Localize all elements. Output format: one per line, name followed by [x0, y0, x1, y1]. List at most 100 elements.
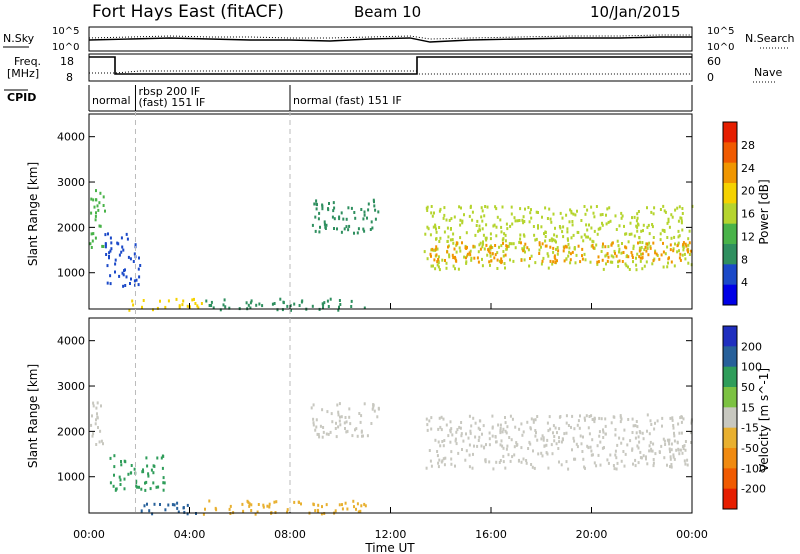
- power-panel: 1000 2000 3000 4000 Slant Range [km] 4 8 12 16…: [26, 113, 771, 312]
- scatter-cell: [453, 247, 456, 251]
- scatter-cell: [465, 432, 467, 436]
- scatter-cell: [679, 448, 682, 452]
- scatter-cell: [659, 208, 662, 211]
- scatter-cell: [648, 432, 651, 436]
- scatter-cell: [540, 245, 542, 249]
- scatter-cell: [666, 236, 669, 239]
- nave-tick-top: 60: [707, 55, 721, 68]
- scatter-cell: [441, 258, 444, 262]
- scatter-cell: [242, 509, 245, 513]
- scatter-cell: [501, 430, 504, 434]
- scatter-cell: [553, 439, 556, 443]
- scatter-cell: [319, 424, 322, 428]
- velocity-ylabel: Slant Range [km]: [26, 364, 40, 468]
- scatter-cell: [639, 256, 642, 260]
- scatter-cell: [156, 306, 159, 310]
- scatter-cell: [250, 299, 253, 303]
- scatter-cell: [502, 250, 505, 253]
- scatter-cell: [498, 245, 500, 249]
- scatter-cell: [110, 241, 113, 245]
- scatter-cell: [337, 425, 340, 429]
- scatter-cell: [137, 283, 140, 287]
- scatter-cell: [661, 416, 664, 420]
- scatter-cell: [476, 219, 479, 223]
- power-regions: [89, 189, 694, 312]
- scatter-cell: [690, 421, 693, 425]
- scatter-cell: [494, 253, 497, 257]
- scatter-cell: [633, 234, 636, 238]
- scatter-cell: [439, 425, 442, 429]
- scatter-cell: [646, 246, 649, 250]
- scatter-cell: [627, 255, 630, 259]
- scatter-cell: [565, 245, 568, 249]
- scatter-cell: [477, 426, 480, 430]
- cpid-guides: [134, 111, 291, 513]
- power-yticks: 1000 2000 3000 4000: [57, 131, 692, 280]
- scatter-cell: [440, 460, 443, 464]
- scatter-cell: [514, 219, 517, 223]
- scatter-cell: [155, 485, 158, 489]
- scatter-cell: [574, 213, 577, 217]
- station-title: Fort Hays East (fitACF): [92, 2, 284, 22]
- scatter-cell: [571, 220, 574, 223]
- scatter-cell: [670, 236, 673, 240]
- scatter-cell: [325, 503, 328, 507]
- scatter-cell: [658, 450, 661, 454]
- scatter-cell: [182, 506, 185, 510]
- scatter-cell: [552, 246, 555, 250]
- y-tick-label: 1000: [57, 471, 85, 484]
- scatter-cell: [546, 438, 549, 442]
- scatter-cell: [508, 242, 511, 246]
- scatter-cell: [595, 464, 598, 468]
- scatter-cell: [331, 420, 334, 424]
- scatter-cell: [363, 213, 366, 217]
- scatter-cell: [618, 247, 621, 251]
- scatter-cell: [677, 447, 680, 451]
- scatter-cell: [563, 246, 566, 250]
- scatter-cell: [373, 409, 376, 413]
- scatter-cell: [598, 430, 601, 434]
- scatter-cell: [121, 245, 124, 249]
- scatter-cell: [286, 508, 289, 512]
- scatter-cell: [496, 215, 499, 219]
- scatter-cell: [504, 421, 507, 425]
- scatter-cell: [353, 231, 355, 235]
- scatter-cell: [663, 209, 666, 213]
- scatter-cell: [353, 211, 356, 214]
- scatter-cell: [504, 239, 507, 243]
- colorbar-tick-label: 50: [741, 381, 755, 394]
- scatter-cell: [565, 460, 568, 464]
- scatter-cell: [510, 212, 513, 216]
- scatter-cell: [553, 233, 556, 237]
- scatter-cell: [488, 460, 491, 464]
- scatter-cell: [116, 241, 119, 245]
- scatter-cell: [247, 303, 250, 307]
- scatter-cell: [437, 440, 440, 444]
- colorbar-tick-label: -100: [741, 462, 766, 475]
- scatter-cell: [105, 253, 108, 256]
- scatter-cell: [599, 213, 602, 217]
- scatter-cell: [461, 221, 464, 225]
- scatter-cell: [161, 454, 164, 458]
- scatter-cell: [556, 259, 558, 263]
- scatter-cell: [341, 507, 344, 511]
- scatter-cell: [511, 455, 514, 459]
- scatter-cell: [570, 211, 573, 215]
- scatter-cell: [571, 223, 574, 227]
- scatter-cell: [459, 223, 462, 227]
- scatter-cell: [473, 245, 476, 249]
- scatter-cell: [588, 223, 590, 227]
- scatter-cell: [557, 249, 560, 253]
- y-tick-label: 3000: [57, 176, 85, 189]
- scatter-cell: [544, 231, 547, 234]
- scatter-cell: [341, 503, 343, 507]
- scatter-cell: [664, 252, 667, 256]
- scatter-cell: [310, 406, 313, 410]
- scatter-cell: [680, 415, 683, 419]
- scatter-cell: [481, 227, 484, 231]
- scatter-cell: [330, 412, 333, 416]
- scatter-cell: [449, 440, 452, 444]
- scatter-cell: [615, 254, 618, 258]
- scatter-cell: [591, 438, 594, 442]
- scatter-cell: [556, 431, 558, 435]
